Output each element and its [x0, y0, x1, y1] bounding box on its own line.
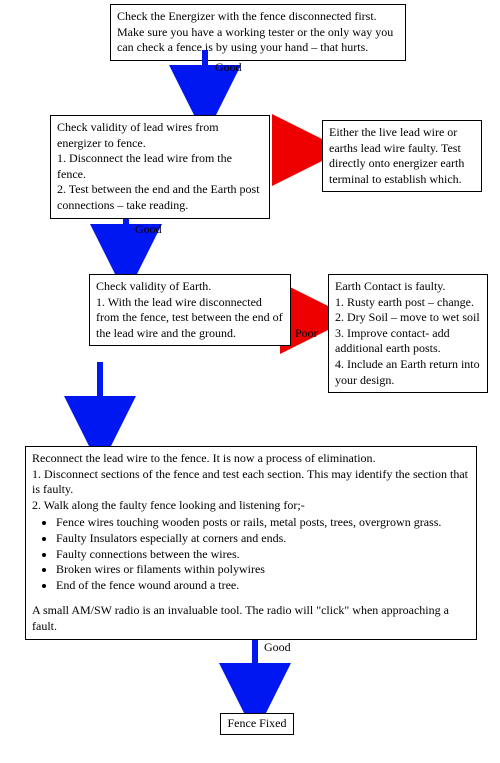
label-poor: Poor — [295, 326, 318, 341]
text: Check validity of lead wires from energi… — [57, 120, 260, 212]
list-item: Faulty connections between the wires. — [56, 547, 470, 563]
label-good-2: Good — [135, 222, 162, 237]
fault-list: Fence wires touching wooden posts or rai… — [56, 515, 470, 593]
label-good-3: Good — [264, 640, 291, 655]
result-earth-faulty: Earth Contact is faulty.1. Rusty earth p… — [328, 274, 488, 393]
outro-text: A small AM/SW radio is an invaluable too… — [32, 603, 470, 634]
text: Check validity of Earth.1. With the lead… — [96, 279, 283, 340]
step-elimination: Reconnect the lead wire to the fence. It… — [25, 446, 477, 640]
text: Fence Fixed — [228, 716, 287, 730]
result-fence-fixed: Fence Fixed — [220, 713, 294, 735]
list-item: End of the fence wound around a tree. — [56, 578, 470, 594]
list-item: Broken wires or filaments within polywir… — [56, 562, 470, 578]
step-check-earth: Check validity of Earth.1. With the lead… — [89, 274, 291, 346]
intro-text: Reconnect the lead wire to the fence. It… — [32, 451, 470, 513]
list-item: Fence wires touching wooden posts or rai… — [56, 515, 470, 531]
list-item: Faulty Insulators especially at corners … — [56, 531, 470, 547]
step-check-leads: Check validity of lead wires from energi… — [50, 115, 270, 219]
result-lead-faulty: Either the live lead wire or earths lead… — [322, 120, 482, 192]
text: Either the live lead wire or earths lead… — [329, 125, 464, 186]
text: Check the Energizer with the fence disco… — [117, 9, 393, 54]
text: Earth Contact is faulty.1. Rusty earth p… — [335, 279, 480, 387]
label-good-1: Good — [215, 60, 242, 75]
step-check-energizer: Check the Energizer with the fence disco… — [110, 4, 406, 61]
